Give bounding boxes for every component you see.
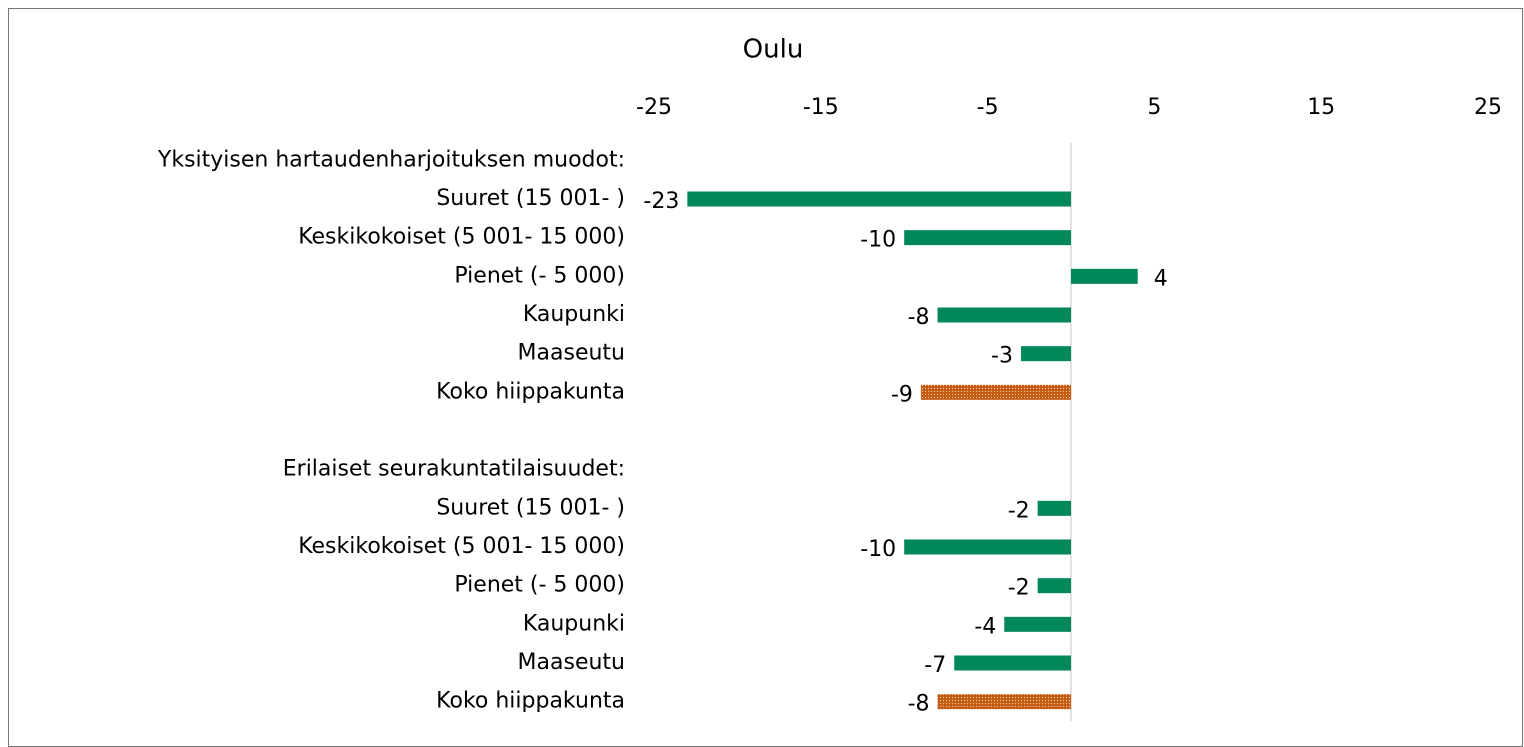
y-tick-label: Maaseutu (518, 650, 625, 675)
chart-border (8, 8, 1523, 747)
y-tick-label: Suuret (15 001- ) (436, 495, 625, 520)
y-tick-label: Koko hiippakunta (436, 379, 625, 404)
bar (1037, 500, 1071, 516)
y-tick-label: Pienet (- 5 000) (454, 263, 625, 288)
data-label: -2 (1008, 576, 1030, 601)
y-tick-label: Pienet (- 5 000) (454, 573, 625, 598)
bar (687, 191, 1071, 207)
y-tick-label: Suuret (15 001- ) (436, 186, 625, 211)
data-label: -23 (643, 189, 679, 214)
data-label: -9 (891, 382, 913, 407)
y-tick-label: Maaseutu (518, 341, 625, 366)
x-tick-label: -15 (803, 95, 839, 120)
bar (1037, 578, 1071, 594)
chart-title: Oulu (743, 35, 804, 65)
bar (1004, 616, 1071, 632)
data-label: -8 (908, 305, 930, 330)
bar (937, 307, 1071, 323)
x-tick-label: -5 (977, 95, 999, 120)
y-tick-label: Kaupunki (523, 302, 625, 327)
bar (904, 230, 1071, 246)
bar (920, 384, 1071, 400)
data-label: -4 (974, 614, 996, 639)
bar (954, 655, 1071, 671)
x-tick-label: 25 (1474, 95, 1502, 120)
x-tick-label: 5 (1147, 95, 1161, 120)
y-tick-label: Keskikokoiset (5 001- 15 000) (298, 534, 625, 559)
bar (937, 694, 1071, 710)
y-tick-label: Koko hiippakunta (436, 689, 625, 714)
data-label: -7 (924, 653, 946, 678)
data-label: -10 (860, 537, 896, 562)
y-tick-label: Keskikokoiset (5 001- 15 000) (298, 225, 625, 250)
data-label: -2 (1008, 498, 1030, 523)
y-tick-label: Kaupunki (523, 611, 625, 636)
x-tick-label: 15 (1307, 95, 1335, 120)
y-tick-label: Yksityisen hartaudenharjoituksen muodot: (157, 147, 625, 172)
bar (1020, 346, 1071, 362)
data-label: -3 (991, 344, 1013, 369)
x-tick-label: -25 (636, 95, 672, 120)
data-label: 4 (1154, 266, 1168, 291)
bar (904, 539, 1071, 555)
y-tick-label: Erilaiset seurakuntatilaisuudet: (283, 457, 625, 482)
bar (1071, 268, 1138, 284)
data-label: -10 (860, 228, 896, 253)
data-label: -8 (908, 692, 930, 717)
